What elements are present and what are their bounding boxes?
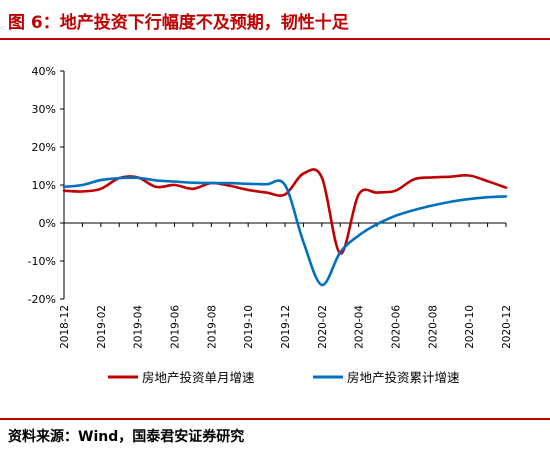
line-chart: -20% -10% 0% 10% 20% 30% 40% 2018-12 2019-02 2019… [28, 65, 513, 385]
x-tick-label: 2019-08 [206, 305, 218, 349]
figure-title: 图 6：地产投资下行幅度不及预期，韧性十足 [8, 13, 349, 33]
y-tick-label: 30% [32, 103, 56, 116]
legend: 房地产投资单月增速 房地产投资累计增速 [108, 370, 460, 385]
x-tick-label: 2020-12 [501, 305, 513, 349]
source-bar: 资料来源：Wind，国泰君安证券研究 [0, 418, 550, 449]
x-tick-label: 2020-04 [354, 305, 366, 349]
series-line-1 [62, 168, 508, 255]
x-tick-label: 2020-02 [317, 305, 329, 349]
x-tick-label: 2020-06 [391, 305, 403, 349]
legend-label-1: 房地产投资单月增速 [142, 370, 255, 385]
y-tick-label: 20% [32, 141, 56, 154]
x-tick-label: 2019-06 [170, 305, 182, 349]
x-tick-label: 2019-10 [243, 305, 255, 349]
y-tick-label: 0% [39, 217, 56, 230]
x-tick-label: 2020-08 [427, 305, 439, 349]
x-tick-label: 2019-04 [133, 305, 145, 349]
x-tick-label: 2018-12 [59, 305, 71, 349]
title-bar: 图 6：地产投资下行幅度不及预期，韧性十足 [0, 0, 550, 40]
y-tick-label: -10% [28, 255, 56, 268]
legend-label-2: 房地产投资累计增速 [347, 370, 460, 385]
x-tick-label: 2019-12 [280, 305, 292, 349]
x-tick-label: 2020-10 [464, 305, 476, 349]
source-note: 资料来源：Wind，国泰君安证券研究 [8, 429, 245, 445]
y-tick-label: -20% [28, 293, 56, 306]
series-line-2 [62, 176, 508, 287]
plot-area: -20% -10% 0% 10% 20% 30% 40% 2018-12 2019-02 2019… [28, 65, 513, 349]
y-tick-label: 40% [32, 65, 56, 78]
x-tick-label: 2019-02 [96, 305, 108, 349]
y-tick-label: 10% [32, 179, 56, 192]
